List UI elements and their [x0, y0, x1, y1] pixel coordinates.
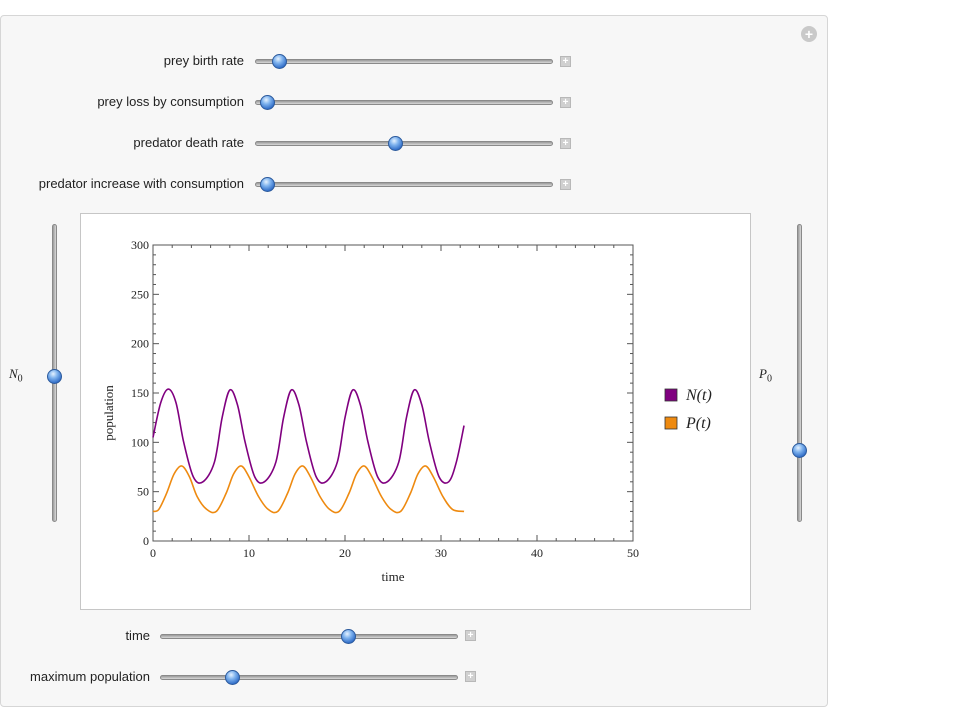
time-thumb[interactable]: [340, 629, 356, 644]
prey-loss-label: prey loss by consumption: [97, 94, 244, 109]
prey-birth-rate-label: prey birth rate: [163, 53, 244, 68]
plot-area: 0 10 20 30 40 50 0 50 100 150 200 250 300 time populat…: [80, 213, 751, 610]
x-tick-label: 10: [243, 546, 255, 560]
p0-thumb[interactable]: [792, 443, 807, 459]
time-slider[interactable]: [160, 634, 458, 639]
predator-death-rate-slider[interactable]: [255, 141, 553, 146]
maximum-population-expand-button[interactable]: +: [465, 671, 476, 682]
p0-slider[interactable]: [797, 224, 802, 522]
time-label: time: [125, 628, 150, 643]
time-expand-button[interactable]: +: [465, 630, 476, 641]
maximum-population-label: maximum population: [30, 669, 150, 684]
x-tick-label: 50: [627, 546, 639, 560]
prey-birth-rate-expand-button[interactable]: +: [560, 56, 571, 67]
series-line-n: [152, 388, 465, 484]
p0-label-main: P: [759, 366, 767, 381]
predator-death-rate-label: predator death rate: [133, 135, 244, 150]
p0-label-sub: 0: [766, 373, 772, 385]
x-tick-label: 0: [150, 546, 156, 560]
n0-label-sub: 0: [17, 373, 23, 385]
prey-loss-expand-button[interactable]: +: [560, 97, 571, 108]
predator-increase-thumb[interactable]: [259, 177, 275, 192]
y-tick-label: 250: [131, 287, 149, 301]
x-tick-label: 20: [339, 546, 351, 560]
y-tick-label: 100: [131, 435, 149, 449]
p0-label: P0: [759, 366, 772, 385]
x-axis-label: time: [381, 569, 404, 584]
prey-loss-slider[interactable]: [255, 100, 553, 105]
y-axis-label: population: [101, 385, 116, 441]
n0-label: N0: [9, 366, 23, 385]
n0-label-main: N: [9, 366, 18, 381]
predator-increase-label: predator increase with consumption: [38, 176, 244, 191]
maximum-population-slider[interactable]: [160, 675, 458, 680]
predator-death-rate-expand-button[interactable]: +: [560, 138, 571, 149]
predator-increase-slider[interactable]: [255, 182, 553, 187]
y-tick-label: 200: [131, 337, 149, 351]
population-chart: 0 10 20 30 40 50 0 50 100 150 200 250 300 time populat…: [101, 238, 712, 584]
y-tick-label: 300: [131, 238, 149, 252]
n0-thumb[interactable]: [47, 368, 62, 384]
options-plus-icon[interactable]: +: [801, 26, 817, 42]
x-tick-label: 30: [435, 546, 447, 560]
maximum-population-thumb[interactable]: [224, 670, 240, 685]
predator-increase-expand-button[interactable]: +: [560, 179, 571, 190]
prey-birth-rate-slider[interactable]: [255, 59, 553, 64]
predator-death-rate-thumb[interactable]: [388, 136, 404, 151]
y-tick-label: 0: [143, 534, 149, 548]
legend-label-p: P(t): [685, 415, 711, 432]
prey-birth-rate-thumb[interactable]: [271, 54, 287, 69]
y-tick-label: 50: [137, 485, 149, 499]
legend-swatch-p: [664, 416, 678, 430]
y-tick-label: 150: [131, 386, 149, 400]
legend-label-n: N(t): [685, 387, 712, 404]
legend-swatch-n: [664, 388, 678, 402]
prey-loss-thumb[interactable]: [259, 95, 275, 110]
x-tick-label: 40: [531, 546, 543, 560]
series-line-p: [152, 465, 465, 514]
